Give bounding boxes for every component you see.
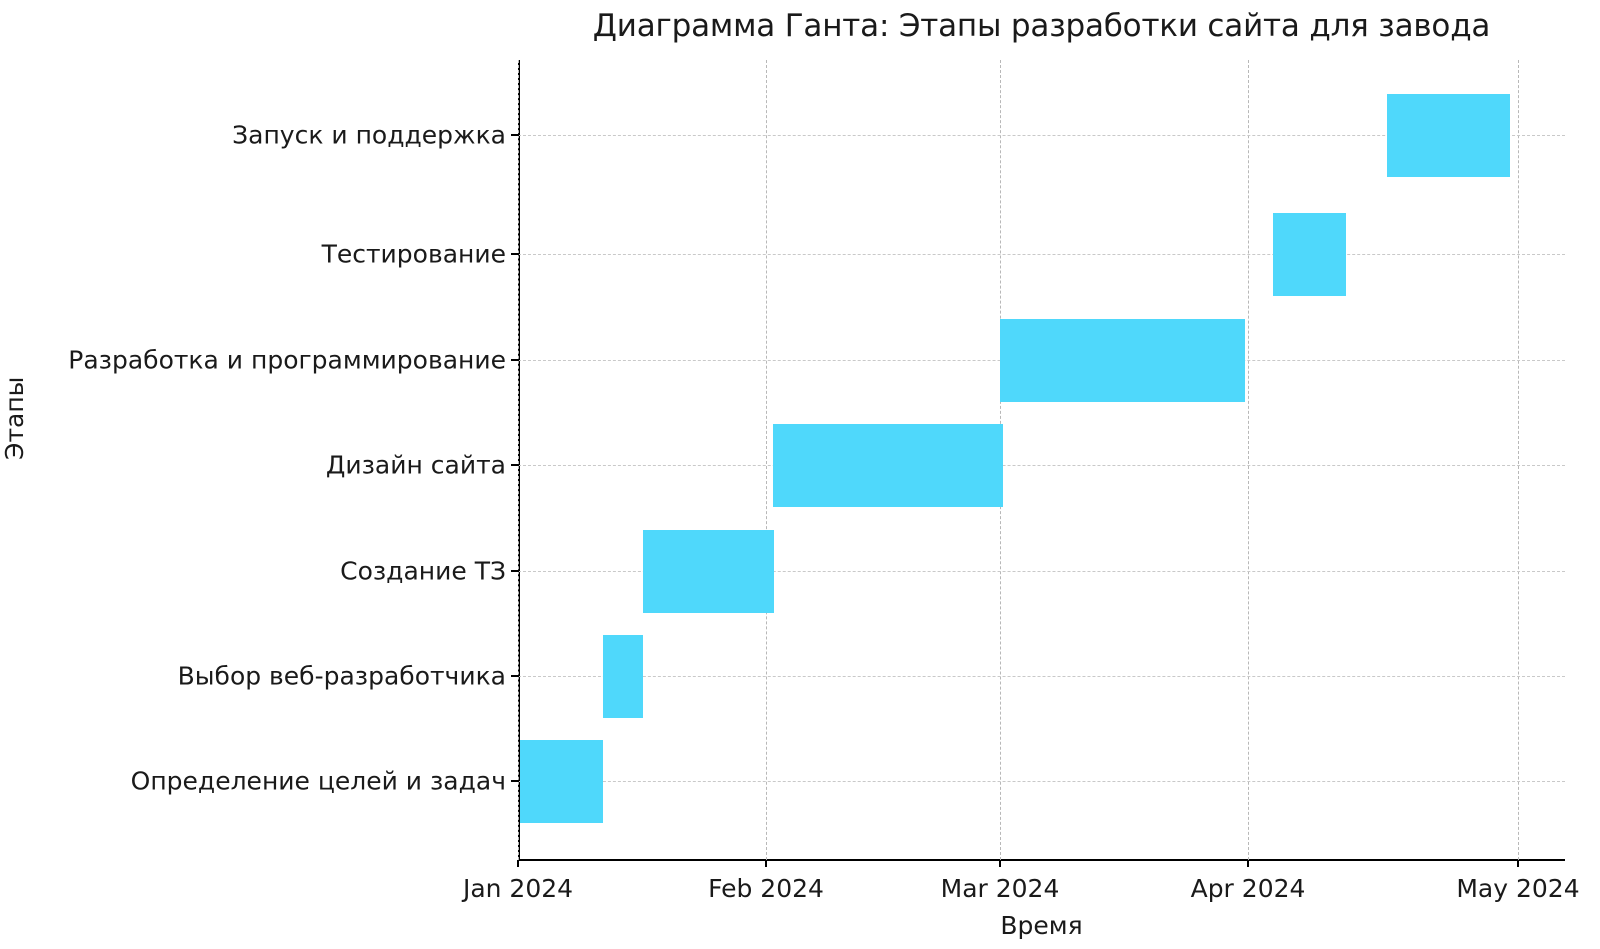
y-gridline	[518, 254, 1565, 255]
x-gridline	[1248, 60, 1249, 860]
x-gridline	[518, 60, 519, 860]
y-gridline	[518, 571, 1565, 572]
y-axis-tick-label: Выбор веб-разработчика	[177, 661, 506, 691]
y-axis-spine	[518, 60, 520, 861]
x-axis-tick-label: May 2024	[1456, 874, 1580, 903]
x-axis-title: Время	[1000, 911, 1083, 940]
y-gridline	[518, 781, 1565, 782]
x-axis-tick	[1247, 860, 1249, 867]
y-axis-tick	[511, 780, 519, 782]
y-axis-tick-label: Разработка и программирование	[68, 345, 506, 375]
y-axis-tick	[511, 134, 519, 136]
y-axis-tick	[511, 570, 519, 572]
x-axis-tick-label: Apr 2024	[1190, 874, 1306, 903]
y-axis-tick-label: Создание ТЗ	[340, 556, 506, 586]
y-axis-tick	[511, 253, 519, 255]
x-axis-tick-label: Mar 2024	[940, 874, 1060, 903]
y-axis-tick-label: Тестирование	[321, 239, 506, 269]
gantt-bar	[773, 423, 1003, 507]
gantt-bar	[1000, 318, 1245, 402]
y-gridline	[518, 135, 1565, 136]
x-gridline	[1518, 60, 1519, 860]
gantt-bar	[1387, 93, 1510, 177]
x-axis-tick-label: Feb 2024	[708, 874, 824, 903]
x-axis-tick	[999, 860, 1001, 867]
x-gridline	[766, 60, 767, 860]
x-axis-tick	[1517, 860, 1519, 867]
gantt-bar	[643, 529, 774, 613]
x-axis-tick-label: Jan 2024	[462, 874, 574, 903]
y-axis-tick	[511, 675, 519, 677]
gantt-bar	[1273, 212, 1346, 296]
y-gridline	[518, 676, 1565, 677]
gantt-bar	[520, 739, 603, 823]
page-title: Диаграмма Ганта: Этапы разработки сайта …	[592, 8, 1491, 44]
y-gridline	[518, 465, 1565, 466]
y-axis-tick-label: Определение целей и задач	[130, 766, 506, 796]
y-axis-title: Этапы	[0, 376, 29, 460]
y-axis-tick-label: Дизайн сайта	[325, 450, 506, 480]
x-axis-spine	[518, 859, 1565, 861]
y-axis-tick-label: Запуск и поддержка	[232, 120, 506, 150]
y-axis-tick	[511, 464, 519, 466]
gantt-bar	[603, 634, 643, 718]
x-axis-tick	[765, 860, 767, 867]
y-axis-tick	[511, 359, 519, 361]
plot-area	[518, 60, 1565, 860]
x-axis-tick	[517, 860, 519, 867]
